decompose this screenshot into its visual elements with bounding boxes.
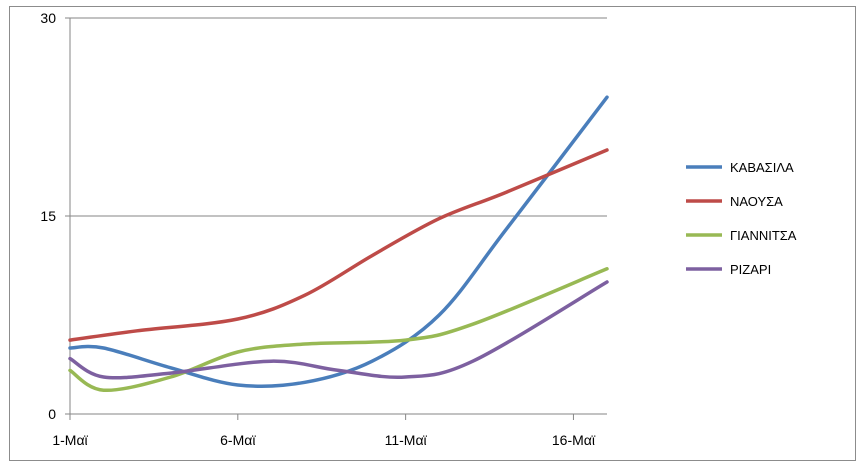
series-line — [68, 148, 609, 342]
legend-label: ΡΙΖΑΡΙ — [730, 262, 771, 277]
legend-label: ΝΑΟΥΣΑ — [730, 194, 783, 209]
y-tick-label: 15 — [40, 208, 56, 224]
series-line — [68, 95, 609, 389]
y-tick-label: 0 — [48, 406, 56, 422]
legend-label: ΚΑΒΑΣΙΛΑ — [730, 160, 794, 175]
gridlines — [70, 17, 607, 217]
legend: ΚΑΒΑΣΙΛΑ ΝΑΟΥΣΑ ΓΙΑΝΝΙΤΣΑ ΡΙΖΑΡΙ — [686, 160, 797, 277]
legend-label: ΓΙΑΝΝΙΤΣΑ — [730, 228, 797, 243]
series-line — [68, 280, 609, 380]
y-tick-label: 30 — [40, 10, 56, 26]
x-tick-label: 1-Μαϊ — [52, 432, 88, 448]
axes: 0 15 30 1-Μαϊ 6-Μαϊ 11-Μαϊ 16-Μαϊ — [40, 10, 607, 448]
x-tick-label: 16-Μαϊ — [552, 432, 596, 448]
series-line — [68, 267, 609, 392]
series-lines — [68, 95, 609, 392]
x-tick-label: 6-Μαϊ — [220, 432, 256, 448]
x-tick-label: 11-Μαϊ — [385, 432, 428, 448]
